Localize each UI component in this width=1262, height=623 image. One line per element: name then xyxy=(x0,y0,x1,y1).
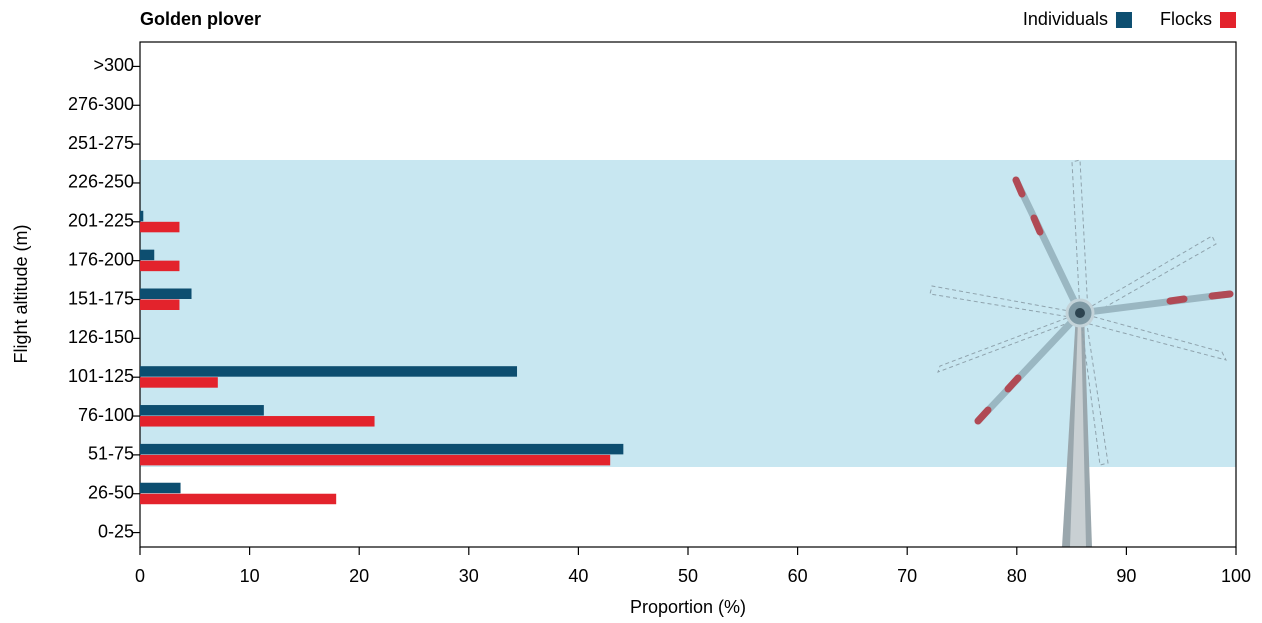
bar xyxy=(140,221,180,233)
y-tick-label: 76-100 xyxy=(78,405,134,425)
bar xyxy=(140,288,192,299)
bar xyxy=(140,482,181,494)
y-tick-label: 151-175 xyxy=(68,288,134,308)
bar xyxy=(140,454,611,466)
legend-label: Individuals xyxy=(1023,9,1108,29)
bar xyxy=(140,416,375,427)
bar xyxy=(140,210,144,222)
legend-swatch xyxy=(1220,12,1236,28)
x-tick-label: 10 xyxy=(240,566,260,586)
x-tick-label: 0 xyxy=(135,566,145,586)
y-tick-label: 201-225 xyxy=(68,211,134,231)
y-tick-label: 126-150 xyxy=(68,327,134,347)
y-tick-label: 101-125 xyxy=(68,366,134,386)
bar xyxy=(140,260,180,272)
wind-turbine xyxy=(929,159,1234,547)
bar xyxy=(140,299,180,310)
x-tick-label: 20 xyxy=(349,566,369,586)
x-tick-label: 30 xyxy=(459,566,479,586)
rotor-zone xyxy=(140,160,1236,467)
x-tick-label: 70 xyxy=(897,566,917,586)
x-tick-label: 80 xyxy=(1007,566,1027,586)
bar xyxy=(140,249,155,261)
x-tick-label: 90 xyxy=(1116,566,1136,586)
x-tick-label: 40 xyxy=(568,566,588,586)
legend-label: Flocks xyxy=(1160,9,1212,29)
y-tick-label: 26-50 xyxy=(88,482,134,502)
y-tick-label: 251-275 xyxy=(68,133,134,153)
x-tick-label: 50 xyxy=(678,566,698,586)
y-tick-label: 176-200 xyxy=(68,249,134,269)
bar xyxy=(140,443,624,455)
chart-title: Golden plover xyxy=(140,9,261,29)
x-tick-label: 100 xyxy=(1221,566,1251,586)
x-axis-label: Proportion (%) xyxy=(630,597,746,617)
y-tick-label: 51-75 xyxy=(88,444,134,464)
x-tick-label: 60 xyxy=(788,566,808,586)
legend-swatch xyxy=(1115,12,1132,28)
y-tick-label: 226-250 xyxy=(68,172,134,192)
bar xyxy=(140,366,518,377)
bar xyxy=(140,377,218,388)
y-tick-label: 0-25 xyxy=(98,521,134,541)
y-tick-label: >300 xyxy=(93,55,134,75)
bar xyxy=(140,405,264,416)
y-axis-label: Flight altitude (m) xyxy=(11,224,31,363)
y-tick-label: 276-300 xyxy=(68,94,134,114)
bar xyxy=(140,493,337,505)
